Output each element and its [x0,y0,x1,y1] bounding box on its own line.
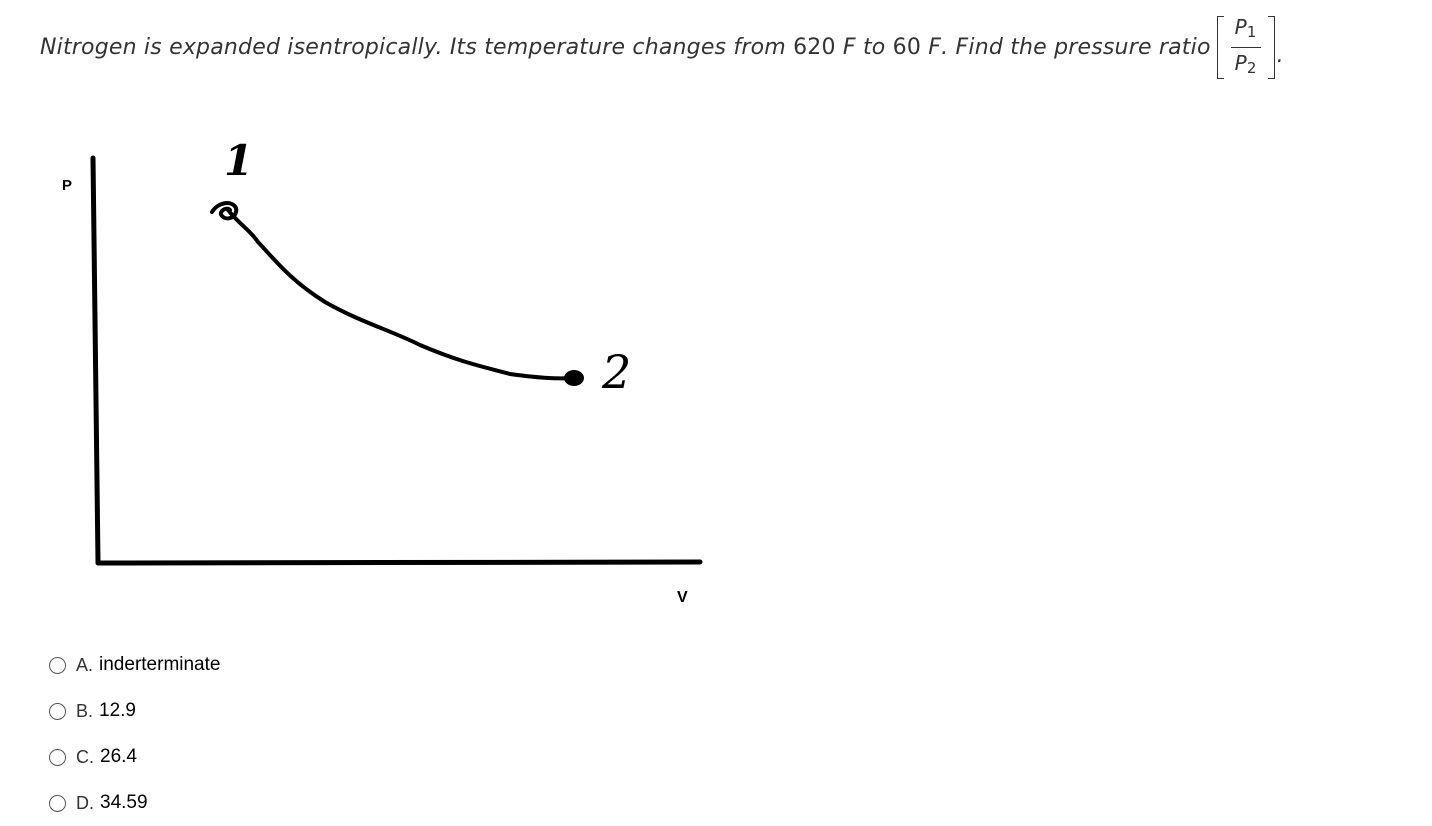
option-c-text: 26.4 [100,746,137,767]
question-intro: Nitrogen is expanded isentropically. Its… [40,34,786,60]
question-period: . [1276,43,1284,68]
option-d-radio[interactable] [49,794,66,812]
x-axis-label: V [677,589,688,606]
denominator-symbol: P [1234,50,1247,75]
denominator-subscript: 2 [1246,58,1257,77]
option-b[interactable]: B. 12.9 [49,688,220,734]
numerator-symbol: P [1234,14,1247,39]
temp2-unit: F [928,34,942,60]
option-b-letter: B. [76,700,94,721]
answer-options: A. inderterminate B. 12.9 C. 26.4 D. 34.… [49,642,220,826]
pv-diagram: P V 1 2 [62,136,703,606]
process-curve [226,208,577,381]
fraction-denominator: P2 [1231,48,1261,81]
option-c-letter: C. [76,746,94,767]
pressure-ratio-fraction: P1 P2 [1225,14,1267,81]
point-1-marker [210,201,239,221]
option-a-letter: A. [76,654,94,675]
option-c-radio[interactable] [49,748,66,766]
point-1-label: 1 [224,136,253,185]
option-d-letter: D. [76,792,94,813]
fraction-numerator: P1 [1230,14,1261,48]
temp1-value: 620 [793,34,836,60]
option-a[interactable]: A. inderterminate [49,642,220,688]
to-word: to [862,34,886,60]
pressure-ratio-bracket: P1 P2 [1216,14,1275,81]
y-axis-label: P [62,177,72,194]
option-d-text: 34.59 [100,792,148,813]
point-2-marker [564,370,584,386]
temp2-value: 60 [892,34,922,60]
option-a-text: inderterminate [99,654,221,675]
numerator-subscript: 1 [1246,22,1257,41]
option-b-radio[interactable] [49,702,66,720]
option-d[interactable]: D. 34.59 [49,780,220,826]
temp1-unit: F [842,34,856,60]
x-axis [95,559,703,566]
point-2-label: 2 [601,345,631,399]
y-axis [90,155,101,565]
option-b-text: 12.9 [99,700,136,721]
question-ending: . Find the pressure ratio [941,34,1211,60]
option-c[interactable]: C. 26.4 [49,734,220,780]
question-text: Nitrogen is expanded isentropically. Its… [40,10,1284,84]
option-a-radio[interactable] [49,656,66,674]
